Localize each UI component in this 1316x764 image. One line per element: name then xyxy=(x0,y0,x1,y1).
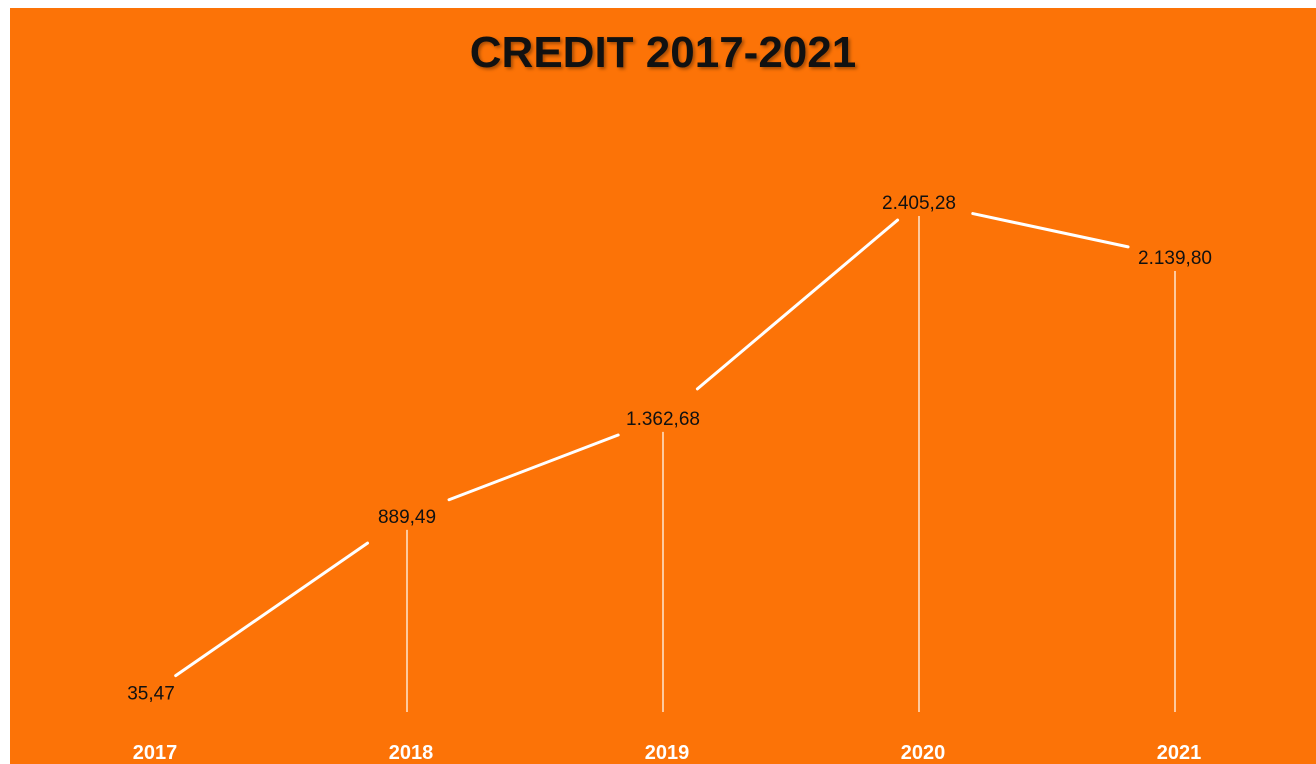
x-tick-label-2017: 2017 xyxy=(133,742,178,764)
line-chart-plot: 35,47 889,49 1.362,68 2.405,28 2.139,80 2017 2… xyxy=(127,193,1212,764)
x-tick-label-2018: 2018 xyxy=(389,742,434,764)
series-line-segment xyxy=(447,433,620,502)
data-label-2017: 35,47 xyxy=(127,684,175,705)
x-tick-label-2019: 2019 xyxy=(645,742,690,764)
x-tick-label-2021: 2021 xyxy=(1157,742,1202,764)
chart-area: CREDIT 2017-2021 35,47 889,49 1.362,68 2.40… xyxy=(10,8,1316,764)
data-label-2018: 889,49 xyxy=(378,507,436,528)
data-label-2021: 2.139,80 xyxy=(1138,248,1212,269)
data-label-2019: 1.362,68 xyxy=(626,409,700,430)
data-label-2020: 2.405,28 xyxy=(882,193,956,214)
series-line-segment xyxy=(971,212,1130,249)
chart-title: CREDIT 2017-2021 xyxy=(469,28,857,77)
series-line-segment xyxy=(174,541,370,678)
series-line-segment xyxy=(695,218,900,391)
x-tick-label-2020: 2020 xyxy=(901,742,946,764)
